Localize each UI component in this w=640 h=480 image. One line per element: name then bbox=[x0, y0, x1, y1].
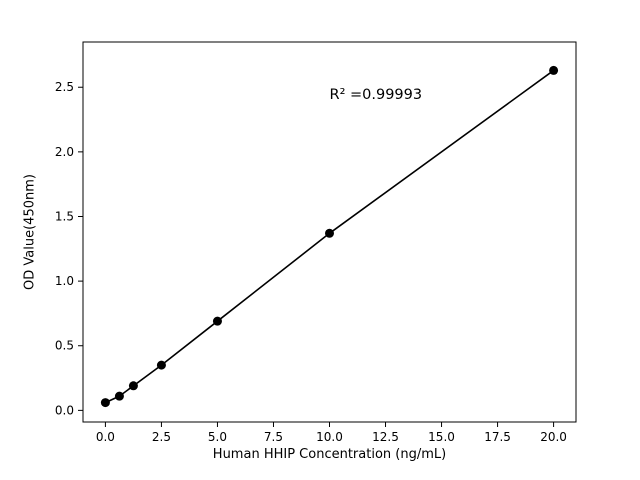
x-tick-label: 0.0 bbox=[96, 430, 115, 444]
y-tick-label: 1.5 bbox=[55, 209, 74, 223]
x-tick-label: 7.5 bbox=[264, 430, 283, 444]
x-tick-label: 10.0 bbox=[316, 430, 343, 444]
x-tick-label: 20.0 bbox=[540, 430, 567, 444]
y-tick-label: 0.5 bbox=[55, 339, 74, 353]
data-point-marker bbox=[212, 316, 222, 326]
y-tick-label: 0.0 bbox=[55, 403, 74, 417]
x-tick-label: 2.5 bbox=[152, 430, 171, 444]
x-tick-label: 12.5 bbox=[372, 430, 399, 444]
data-point-marker bbox=[549, 65, 559, 75]
data-point-marker bbox=[128, 381, 138, 391]
data-point-marker bbox=[114, 391, 124, 401]
y-axis-label: OD Value(450nm) bbox=[22, 174, 38, 290]
r-squared-annotation: R² =0.99993 bbox=[329, 86, 423, 103]
data-point-marker bbox=[325, 228, 334, 238]
data-point-marker bbox=[100, 398, 110, 408]
data-point-marker bbox=[156, 360, 166, 370]
y-tick-label: 2.0 bbox=[55, 145, 74, 159]
y-tick-label: 2.5 bbox=[55, 80, 74, 94]
y-tick-label: 1.0 bbox=[55, 274, 74, 288]
x-tick-label: 17.5 bbox=[484, 430, 511, 444]
x-axis-label: Human HHIP Concentration (ng/mL) bbox=[212, 447, 447, 462]
x-tick-label: 15.0 bbox=[428, 430, 455, 444]
x-tick-label: 5.0 bbox=[208, 430, 227, 444]
